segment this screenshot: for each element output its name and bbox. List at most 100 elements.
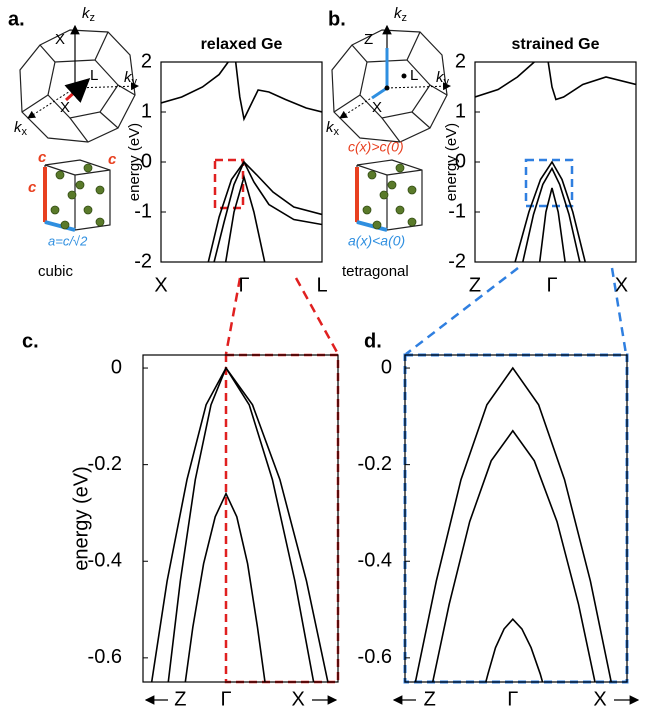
label: kx xyxy=(14,119,28,138)
label: z xyxy=(90,12,96,24)
label: y xyxy=(132,76,138,88)
band-line xyxy=(514,160,586,262)
label: c xyxy=(28,179,37,196)
y-axis-label: energy (eV) xyxy=(70,466,92,571)
band-line xyxy=(184,491,266,682)
label: kx xyxy=(326,119,340,138)
panel-label: d. xyxy=(364,330,382,352)
y-tick-label: -0.6 xyxy=(88,646,122,668)
y-axis-label: energy (eV) xyxy=(443,123,460,201)
label: k xyxy=(326,119,335,136)
y-tick-label: 0 xyxy=(381,356,392,378)
x-tick-label: Γ xyxy=(507,688,518,710)
band-line xyxy=(547,62,636,101)
x-tick-label: Z xyxy=(469,274,481,296)
label: Z xyxy=(364,31,373,48)
label: x xyxy=(334,126,340,138)
label: kz xyxy=(394,5,407,24)
band-line xyxy=(224,174,266,262)
chart-title: relaxed Ge xyxy=(201,36,283,53)
caption: cubic xyxy=(38,263,74,280)
label: L xyxy=(90,67,98,84)
band-line xyxy=(538,187,566,262)
x-tick-label: X xyxy=(291,688,304,710)
plot-frame xyxy=(160,61,323,263)
y-tick-label: -2 xyxy=(134,250,152,272)
band-line xyxy=(234,62,322,122)
y-tick-label: 1 xyxy=(455,100,466,122)
label: a(x)<a(0) xyxy=(348,233,405,249)
y-tick-label: -0.6 xyxy=(358,646,392,668)
label: y xyxy=(444,76,450,88)
zoom-box xyxy=(524,158,574,208)
x-tick-label: Z xyxy=(424,688,436,710)
band-line xyxy=(213,160,322,262)
band-line xyxy=(150,366,329,682)
band-line xyxy=(207,160,322,262)
y-tick-label: -0.2 xyxy=(358,453,392,475)
panel-label: a. xyxy=(8,8,25,30)
x-tick-label: X xyxy=(615,274,628,296)
label: k xyxy=(82,5,91,22)
chart-title: strained Ge xyxy=(511,36,599,53)
label: ky xyxy=(436,69,450,88)
band-line xyxy=(484,618,544,682)
y-tick-label: -2 xyxy=(448,250,466,272)
y-tick-label: -0.4 xyxy=(358,550,392,572)
band-line xyxy=(161,62,229,104)
label: z xyxy=(402,12,408,24)
label: k xyxy=(124,69,133,86)
brillouin-zone xyxy=(331,24,451,143)
caption: tetragonal xyxy=(342,263,409,280)
label: ky xyxy=(124,69,138,88)
y-tick-label: 0 xyxy=(455,150,466,172)
zoom-line xyxy=(224,277,242,355)
zoom-box xyxy=(213,158,245,210)
band-line xyxy=(431,429,596,682)
label: X xyxy=(55,31,65,48)
label: x xyxy=(22,126,28,138)
band-line xyxy=(475,62,535,98)
x-tick-label: X xyxy=(593,688,606,710)
label: k xyxy=(394,5,403,22)
x-tick-label: Z xyxy=(174,688,186,710)
label: X xyxy=(372,99,382,116)
plot-frame xyxy=(404,354,628,683)
y-tick-label: 0 xyxy=(111,356,122,378)
band-line xyxy=(414,366,613,682)
zoom-box xyxy=(224,353,340,684)
x-tick-label: Γ xyxy=(220,688,231,710)
panel-label: b. xyxy=(328,8,346,30)
label: X xyxy=(60,99,70,116)
panel-label: c. xyxy=(22,330,39,352)
y-tick-label: 2 xyxy=(455,50,466,72)
y-tick-label: -1 xyxy=(448,200,466,222)
label: k xyxy=(14,119,23,136)
label: L xyxy=(410,67,418,84)
y-axis-label: energy (eV) xyxy=(126,123,143,201)
band-line xyxy=(522,166,581,262)
zoom-line xyxy=(405,267,519,355)
zoom-box xyxy=(403,353,629,684)
crystal xyxy=(43,159,111,232)
crystal xyxy=(355,159,423,232)
x-tick-label: Γ xyxy=(238,274,249,296)
y-tick-label: 1 xyxy=(141,100,152,122)
brillouin-zone xyxy=(19,24,139,143)
y-tick-label: -0.2 xyxy=(88,453,122,475)
plot-frame xyxy=(474,61,637,263)
y-tick-label: 2 xyxy=(141,50,152,72)
y-tick-label: -1 xyxy=(134,200,152,222)
label: c xyxy=(108,151,117,168)
x-tick-label: X xyxy=(154,274,167,296)
label: c(x)>c(0) xyxy=(348,139,404,155)
x-tick-label: L xyxy=(316,274,327,296)
label: c xyxy=(38,149,47,166)
x-tick-label: Γ xyxy=(547,274,558,296)
y-tick-label: -0.4 xyxy=(88,550,122,572)
plot-frame xyxy=(142,354,339,683)
band-line xyxy=(167,366,315,682)
label: k xyxy=(436,69,445,86)
label: kz xyxy=(82,5,95,24)
